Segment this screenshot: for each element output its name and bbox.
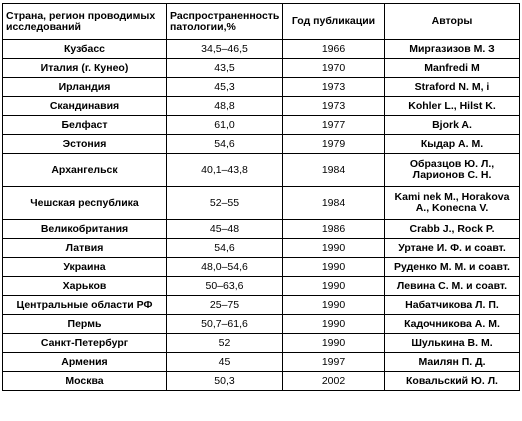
table-cell-prevalence: 50,7–61,6	[166, 314, 283, 334]
table-cell-authors: Ковальский Ю. Л.	[384, 371, 520, 391]
table-cell-prevalence: 54,6	[166, 134, 283, 154]
table-row: Ирландия 45,3 1973 Straford N. M, i	[2, 77, 520, 97]
table-cell-year: 1966	[282, 39, 385, 59]
table-cell-prevalence: 50–63,6	[166, 276, 283, 296]
table-cell-prevalence: 54,6	[166, 238, 283, 258]
table-cell-region: Архангельск	[2, 153, 167, 187]
table-row: Архангельск 40,1–43,8 1984 Образцов Ю. Л., …	[2, 153, 520, 187]
table-row: Кузбасс 34,5–46,5 1966 Миргазизов М. З	[2, 39, 520, 59]
table-row: Харьков 50–63,6 1990 Левина С. М. и соавт.	[2, 276, 520, 296]
table-cell-region: Санкт-Петербург	[2, 333, 167, 353]
table-row: Белфаст 61,0 1977 Bjork A.	[2, 115, 520, 135]
table-cell-year: 1984	[282, 153, 385, 187]
table-cell-prevalence: 52–55	[166, 186, 283, 220]
table-cell-region: Великобритания	[2, 219, 167, 239]
table-cell-prevalence: 45,3	[166, 77, 283, 97]
table-row: Великобритания 45–48 1986 Crabb J., Rock P.	[2, 219, 520, 239]
table-cell-year: 1973	[282, 77, 385, 97]
table-cell-year: 1973	[282, 96, 385, 116]
table-cell-year: 1990	[282, 333, 385, 353]
table-cell-year: 1990	[282, 314, 385, 334]
header-authors: Авторы	[384, 3, 520, 40]
table-cell-authors: Уртане И. Ф. и соавт.	[384, 238, 520, 258]
table-body: Кузбасс 34,5–46,5 1966 Миргазизов М. З Итали…	[2, 39, 520, 391]
table-cell-authors: Руденко М. М. и соавт.	[384, 257, 520, 277]
table-cell-authors: Kami nek M., Horakova A., Konecna V.	[384, 186, 520, 220]
table-cell-prevalence: 43,5	[166, 58, 283, 78]
table-cell-authors: Миргазизов М. З	[384, 39, 520, 59]
table-cell-prevalence: 61,0	[166, 115, 283, 135]
table-cell-prevalence: 48,8	[166, 96, 283, 116]
table-row: Украина 48,0–54,6 1990 Руденко М. М. и соав…	[2, 257, 520, 277]
table-cell-authors: Маилян П. Д.	[384, 352, 520, 372]
table-cell-region: Латвия	[2, 238, 167, 258]
table-cell-region: Кузбасс	[2, 39, 167, 59]
table-cell-year: 1977	[282, 115, 385, 135]
table-cell-prevalence: 50,3	[166, 371, 283, 391]
table-cell-prevalence: 40,1–43,8	[166, 153, 283, 187]
table-row: Пермь 50,7–61,6 1990 Кадочникова А. М.	[2, 314, 520, 334]
table-cell-authors: Crabb J., Rock P.	[384, 219, 520, 239]
table-cell-region: Харьков	[2, 276, 167, 296]
table-cell-year: 1997	[282, 352, 385, 372]
table-row: Санкт-Петербург 52 1990 Шулькина В. М.	[2, 333, 520, 353]
table-cell-region: Армения	[2, 352, 167, 372]
table-cell-authors: Bjork A.	[384, 115, 520, 135]
table-cell-authors: Straford N. M, i	[384, 77, 520, 97]
table-cell-region: Италия (г. Кунео)	[2, 58, 167, 78]
table-row: Латвия 54,6 1990 Уртане И. Ф. и соавт.	[2, 238, 520, 258]
table-cell-authors: Образцов Ю. Л., Ларионов С. Н.	[384, 153, 520, 187]
table-cell-prevalence: 25–75	[166, 295, 283, 315]
table-cell-region: Скандинавия	[2, 96, 167, 116]
table-cell-region: Центральные области РФ	[2, 295, 167, 315]
table-cell-year: 1990	[282, 276, 385, 296]
table-cell-prevalence: 45–48	[166, 219, 283, 239]
table-cell-year: 2002	[282, 371, 385, 391]
table-cell-authors: Manfredi M	[384, 58, 520, 78]
table-cell-region: Белфаст	[2, 115, 167, 135]
header-prevalence: Распространенность патологии,%	[166, 3, 283, 40]
table-cell-region: Украина	[2, 257, 167, 277]
table-row: Эстония 54,6 1979 Кыдар А. М.	[2, 134, 520, 154]
table-cell-authors: Набатчикова Л. П.	[384, 295, 520, 315]
table-row: Армения 45 1997 Маилян П. Д.	[2, 352, 520, 372]
table-cell-prevalence: 34,5–46,5	[166, 39, 283, 59]
table-cell-year: 1970	[282, 58, 385, 78]
document-page: Страна, регион проводимых исследований Р…	[2, 3, 520, 391]
table-cell-region: Пермь	[2, 314, 167, 334]
table-cell-region: Москва	[2, 371, 167, 391]
table-header: Страна, регион проводимых исследований Р…	[2, 3, 520, 40]
table-cell-region: Чешская республика	[2, 186, 167, 220]
table-cell-prevalence: 45	[166, 352, 283, 372]
table-row: Центральные области РФ 25–75 1990 Набатчико…	[2, 295, 520, 315]
header-year: Год публикации	[282, 3, 385, 40]
table-cell-authors: Kohler L., Hilst K.	[384, 96, 520, 116]
table-cell-year: 1990	[282, 238, 385, 258]
table-cell-year: 1984	[282, 186, 385, 220]
header-row: Страна, регион проводимых исследований Р…	[2, 3, 520, 40]
header-region: Страна, регион проводимых исследований	[2, 3, 167, 40]
table-cell-year: 1990	[282, 295, 385, 315]
table-cell-region: Ирландия	[2, 77, 167, 97]
table-row: Скандинавия 48,8 1973 Kohler L., Hilst K.	[2, 96, 520, 116]
table-cell-prevalence: 52	[166, 333, 283, 353]
table-cell-authors: Левина С. М. и соавт.	[384, 276, 520, 296]
table-cell-year: 1986	[282, 219, 385, 239]
table-cell-authors: Шулькина В. М.	[384, 333, 520, 353]
table-row: Чешская республика 52–55 1984 Kami nek M., …	[2, 186, 520, 220]
table-row: Москва 50,3 2002 Ковальский Ю. Л.	[2, 371, 520, 391]
prevalence-table: Страна, регион проводимых исследований Р…	[2, 3, 520, 391]
table-cell-prevalence: 48,0–54,6	[166, 257, 283, 277]
table-row: Италия (г. Кунео) 43,5 1970 Manfredi M	[2, 58, 520, 78]
table-cell-authors: Кадочникова А. М.	[384, 314, 520, 334]
table-cell-year: 1990	[282, 257, 385, 277]
table-cell-region: Эстония	[2, 134, 167, 154]
table-cell-year: 1979	[282, 134, 385, 154]
table-cell-authors: Кыдар А. М.	[384, 134, 520, 154]
